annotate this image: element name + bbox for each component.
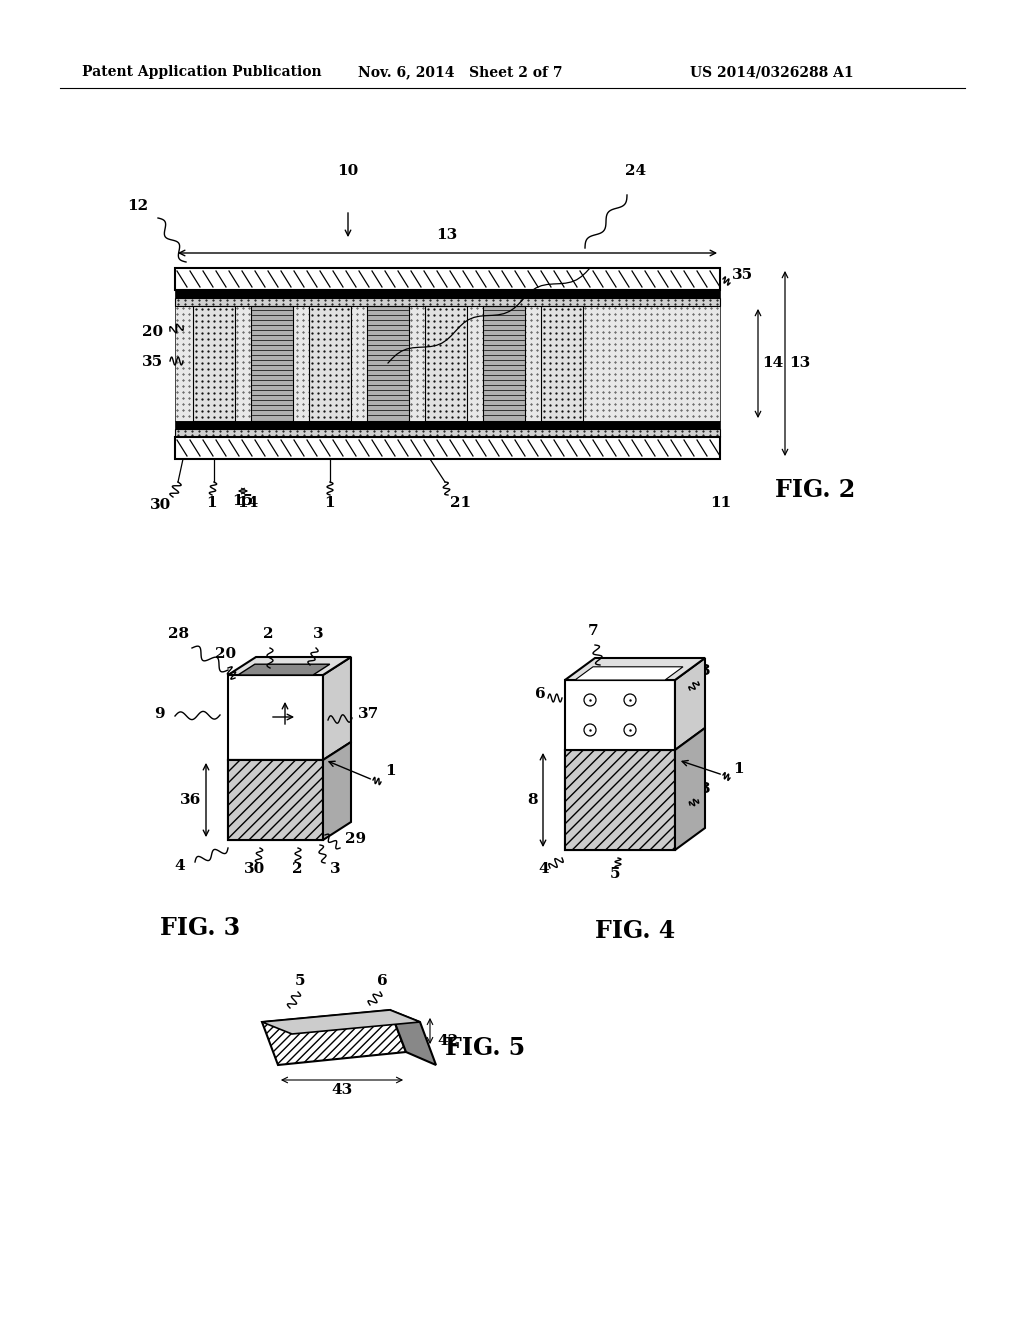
Polygon shape bbox=[675, 657, 705, 750]
Text: FIG. 2: FIG. 2 bbox=[775, 478, 855, 502]
Polygon shape bbox=[175, 306, 720, 421]
Text: 36: 36 bbox=[180, 793, 201, 807]
Circle shape bbox=[584, 694, 596, 706]
Text: 2: 2 bbox=[292, 862, 302, 876]
Text: 14: 14 bbox=[762, 356, 783, 370]
Text: 1: 1 bbox=[733, 762, 743, 776]
Text: FIG. 5: FIG. 5 bbox=[445, 1036, 525, 1060]
Text: 13: 13 bbox=[790, 356, 810, 370]
Text: 10: 10 bbox=[337, 164, 358, 178]
Text: 4: 4 bbox=[538, 862, 549, 876]
Polygon shape bbox=[228, 760, 323, 840]
Polygon shape bbox=[565, 680, 675, 750]
Text: 35: 35 bbox=[142, 355, 163, 370]
Text: 4: 4 bbox=[174, 859, 185, 873]
Polygon shape bbox=[565, 750, 675, 850]
Text: FIG. 3: FIG. 3 bbox=[160, 916, 240, 940]
Text: 5: 5 bbox=[609, 867, 621, 880]
Text: US 2014/0326288 A1: US 2014/0326288 A1 bbox=[690, 65, 854, 79]
Text: 20: 20 bbox=[215, 647, 237, 661]
Text: Nov. 6, 2014   Sheet 2 of 7: Nov. 6, 2014 Sheet 2 of 7 bbox=[358, 65, 562, 79]
Polygon shape bbox=[175, 429, 720, 437]
Text: 15: 15 bbox=[232, 494, 254, 508]
Polygon shape bbox=[262, 1010, 406, 1065]
Text: 30: 30 bbox=[245, 862, 265, 876]
Polygon shape bbox=[175, 290, 720, 298]
Polygon shape bbox=[238, 664, 330, 675]
Text: 29: 29 bbox=[345, 832, 367, 846]
Circle shape bbox=[584, 723, 596, 737]
Polygon shape bbox=[541, 306, 583, 421]
Polygon shape bbox=[675, 729, 705, 850]
Text: 1: 1 bbox=[385, 764, 395, 777]
Text: 3: 3 bbox=[700, 664, 711, 678]
Polygon shape bbox=[565, 750, 675, 850]
Polygon shape bbox=[228, 675, 323, 760]
Polygon shape bbox=[262, 1010, 420, 1034]
Text: 24: 24 bbox=[625, 164, 646, 178]
Text: 6: 6 bbox=[377, 974, 387, 987]
Text: 3: 3 bbox=[312, 627, 324, 642]
Polygon shape bbox=[323, 657, 351, 760]
Text: 20: 20 bbox=[142, 325, 163, 339]
Text: 6: 6 bbox=[535, 686, 546, 701]
Text: 35: 35 bbox=[732, 268, 753, 282]
Polygon shape bbox=[193, 306, 234, 421]
Polygon shape bbox=[390, 1010, 436, 1065]
Polygon shape bbox=[228, 657, 351, 675]
Text: 9: 9 bbox=[155, 708, 165, 721]
Text: FIG. 4: FIG. 4 bbox=[595, 919, 675, 942]
Text: 11: 11 bbox=[710, 496, 731, 510]
Text: 37: 37 bbox=[358, 708, 379, 721]
Text: 14: 14 bbox=[237, 496, 258, 510]
Text: 42: 42 bbox=[437, 1034, 458, 1048]
Polygon shape bbox=[565, 657, 705, 680]
Polygon shape bbox=[575, 667, 683, 680]
Text: 28: 28 bbox=[168, 627, 189, 642]
Text: 8: 8 bbox=[527, 793, 538, 807]
Text: 21: 21 bbox=[450, 496, 471, 510]
Text: 1: 1 bbox=[206, 496, 216, 510]
Text: 1: 1 bbox=[325, 496, 335, 510]
Polygon shape bbox=[323, 742, 351, 840]
Text: 3: 3 bbox=[700, 781, 711, 796]
Polygon shape bbox=[483, 306, 525, 421]
Text: 5: 5 bbox=[295, 974, 305, 987]
Text: 2: 2 bbox=[263, 627, 273, 642]
Circle shape bbox=[624, 694, 636, 706]
Circle shape bbox=[624, 723, 636, 737]
Polygon shape bbox=[175, 421, 720, 429]
Text: 12: 12 bbox=[127, 199, 148, 213]
Text: Patent Application Publication: Patent Application Publication bbox=[82, 65, 322, 79]
Polygon shape bbox=[425, 306, 467, 421]
Text: 30: 30 bbox=[150, 498, 171, 512]
Polygon shape bbox=[175, 298, 720, 306]
Polygon shape bbox=[228, 760, 323, 840]
Text: 7: 7 bbox=[588, 624, 599, 638]
Text: 3: 3 bbox=[330, 862, 341, 876]
Polygon shape bbox=[251, 306, 293, 421]
Polygon shape bbox=[175, 268, 720, 290]
Text: 13: 13 bbox=[436, 228, 458, 242]
Polygon shape bbox=[175, 437, 720, 459]
Polygon shape bbox=[309, 306, 351, 421]
Polygon shape bbox=[367, 306, 409, 421]
Text: 43: 43 bbox=[332, 1082, 352, 1097]
